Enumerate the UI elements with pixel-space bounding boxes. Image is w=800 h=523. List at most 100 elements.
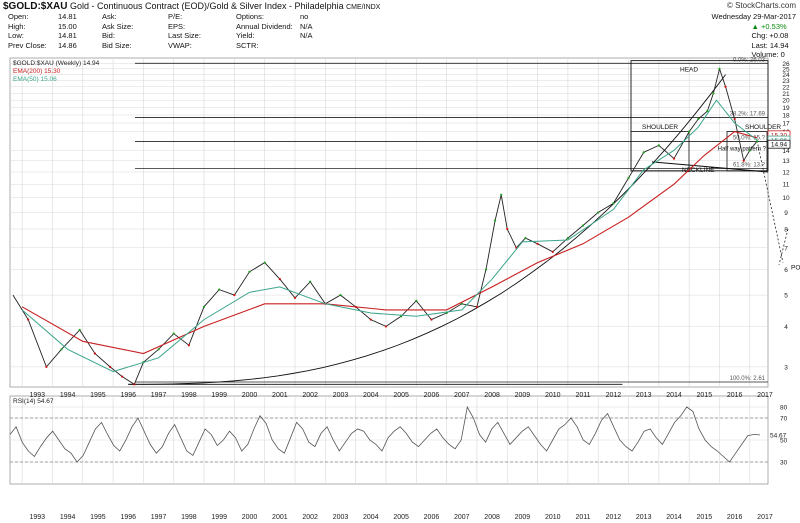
price-point — [415, 299, 418, 302]
support-curve — [128, 74, 726, 385]
price-point — [108, 365, 112, 368]
x-tick-label: 2011 — [576, 392, 591, 399]
quote-sctr-label: SCTR: — [236, 40, 259, 50]
x-tick-label: 2012 — [606, 392, 622, 399]
chart-symbol: $GOLD:$XAU — [3, 1, 68, 12]
quote-open-label: Open: — [8, 12, 29, 21]
quote-bidsize-label: Bid Size: — [102, 40, 132, 50]
price-point — [566, 236, 569, 240]
quote-last: Last: 14.94 — [751, 40, 789, 50]
x-tick-label: 2015 — [697, 392, 713, 399]
rsi-x-tick-label: 2008 — [484, 514, 500, 521]
price-point — [430, 318, 433, 321]
y-tick-label: 4 — [784, 324, 788, 331]
price-point — [536, 242, 539, 245]
price-point — [460, 302, 463, 305]
legend-ema200: EMA(200) 15.30 — [13, 68, 61, 75]
quote-options-value: no — [300, 12, 309, 21]
quote-high-value: 15.00 — [58, 21, 77, 31]
y-tick-label: 14 — [782, 148, 790, 155]
x-tick-label: 1998 — [181, 392, 197, 399]
quote-low-label: Low: — [8, 31, 24, 41]
x-tick-label: 2008 — [484, 392, 500, 399]
po-label: PO — [791, 264, 800, 271]
x-tick-label: 2004 — [363, 392, 379, 399]
price-point — [369, 318, 372, 321]
quote-lastsize-label: Last Size: — [168, 31, 201, 41]
rsi-x-tick-label: 2005 — [393, 514, 409, 521]
x-tick-label: 2009 — [515, 392, 531, 399]
price-point — [218, 288, 221, 291]
price-point — [706, 110, 709, 113]
price-point — [657, 144, 660, 147]
right-shoulder-label: SHOULDER — [745, 124, 781, 131]
price-point — [60, 348, 63, 351]
x-tick-label: 1997 — [151, 392, 167, 399]
neckline-line — [651, 161, 769, 173]
rsi-value-flag: 54.67 — [770, 432, 787, 439]
quote-low-value: 14.81 — [58, 31, 77, 41]
rsi-x-tick-label: 1996 — [120, 514, 136, 521]
legend-rsi: RSI(14) 54.67 — [13, 398, 54, 405]
rsi-x-tick-label: 2009 — [515, 514, 531, 521]
head-box — [630, 60, 769, 172]
quote-dividend-label: Annual Dividend: — [236, 21, 293, 31]
quote-vwap-label: VWAP: — [168, 40, 192, 50]
x-tick-label: 2016 — [727, 392, 743, 399]
price-panel-frame — [9, 57, 769, 388]
x-tick-label: 1993 — [29, 392, 45, 399]
quote-yield-value: N/A — [300, 31, 313, 41]
price-point — [248, 270, 251, 273]
quote-values-1: 14.81 15.00 14.81 14.86 — [58, 12, 77, 50]
price-point — [384, 325, 388, 328]
x-tick-label: 2006 — [424, 392, 440, 399]
quote-ask-label: Ask: — [102, 12, 117, 21]
left-shoulder-box — [630, 131, 690, 172]
quote-open-value: 14.81 — [58, 12, 77, 21]
head-label: HEAD — [680, 67, 698, 74]
y-tick-label: 7 — [784, 245, 788, 252]
rsi-y-tick-label: 50 — [780, 438, 788, 445]
quote-dividend-value: N/A — [300, 21, 313, 31]
y-tick-label: 5 — [784, 293, 788, 300]
price-point — [121, 375, 124, 378]
price-point — [233, 293, 236, 297]
rsi-y-tick-label: 30 — [780, 460, 788, 467]
price-flag-text: 14.94 — [771, 142, 788, 149]
price-point — [506, 227, 509, 231]
price-point — [278, 278, 281, 281]
price-point — [133, 383, 136, 386]
price-point — [172, 332, 175, 335]
quote-prevclose-label: Prev Close: — [8, 40, 47, 50]
price-point — [293, 296, 297, 300]
quote-summary: Wednesday 29-Mar-2017 ▲ +0.53% Chg: +0.0… — [712, 12, 797, 60]
rsi-x-tick-label: 2012 — [606, 514, 622, 521]
price-point — [733, 117, 736, 121]
chart-description: Gold - Continuous Contract (EOD)/Gold & … — [69, 1, 344, 11]
x-tick-label: 2017 — [757, 392, 773, 399]
price-point — [339, 293, 342, 297]
quote-labels-4: Options: Annual Dividend: Yield: SCTR: — [236, 12, 293, 50]
x-tick-label: 1996 — [120, 392, 136, 399]
x-tick-label: 2005 — [393, 392, 409, 399]
halfway-label: Half way pattern ? — [718, 146, 767, 152]
quote-yield-label: Yield: — [236, 31, 255, 41]
fib-label: 50.0%: 15.? — [733, 136, 766, 142]
price-point — [78, 328, 81, 332]
rsi-x-tick-label: 2001 — [272, 514, 288, 521]
rsi-y-tick-label: 70 — [780, 416, 788, 423]
quote-high-label: High: — [8, 21, 26, 31]
price-point — [581, 224, 585, 227]
rsi-x-tick-label: 2011 — [576, 514, 591, 521]
x-tick-label: 2014 — [666, 392, 682, 399]
price-point — [697, 117, 700, 121]
y-tick-label: 25 — [782, 66, 790, 73]
price-point — [524, 236, 527, 240]
y-tick-label: 6 — [784, 267, 788, 274]
quote-options-label: Options: — [236, 12, 264, 21]
price-point — [551, 250, 554, 253]
price-point — [718, 67, 721, 70]
y-tick-label: 26 — [782, 61, 790, 68]
price-point — [672, 157, 676, 160]
y-tick-label: 10 — [782, 195, 790, 202]
